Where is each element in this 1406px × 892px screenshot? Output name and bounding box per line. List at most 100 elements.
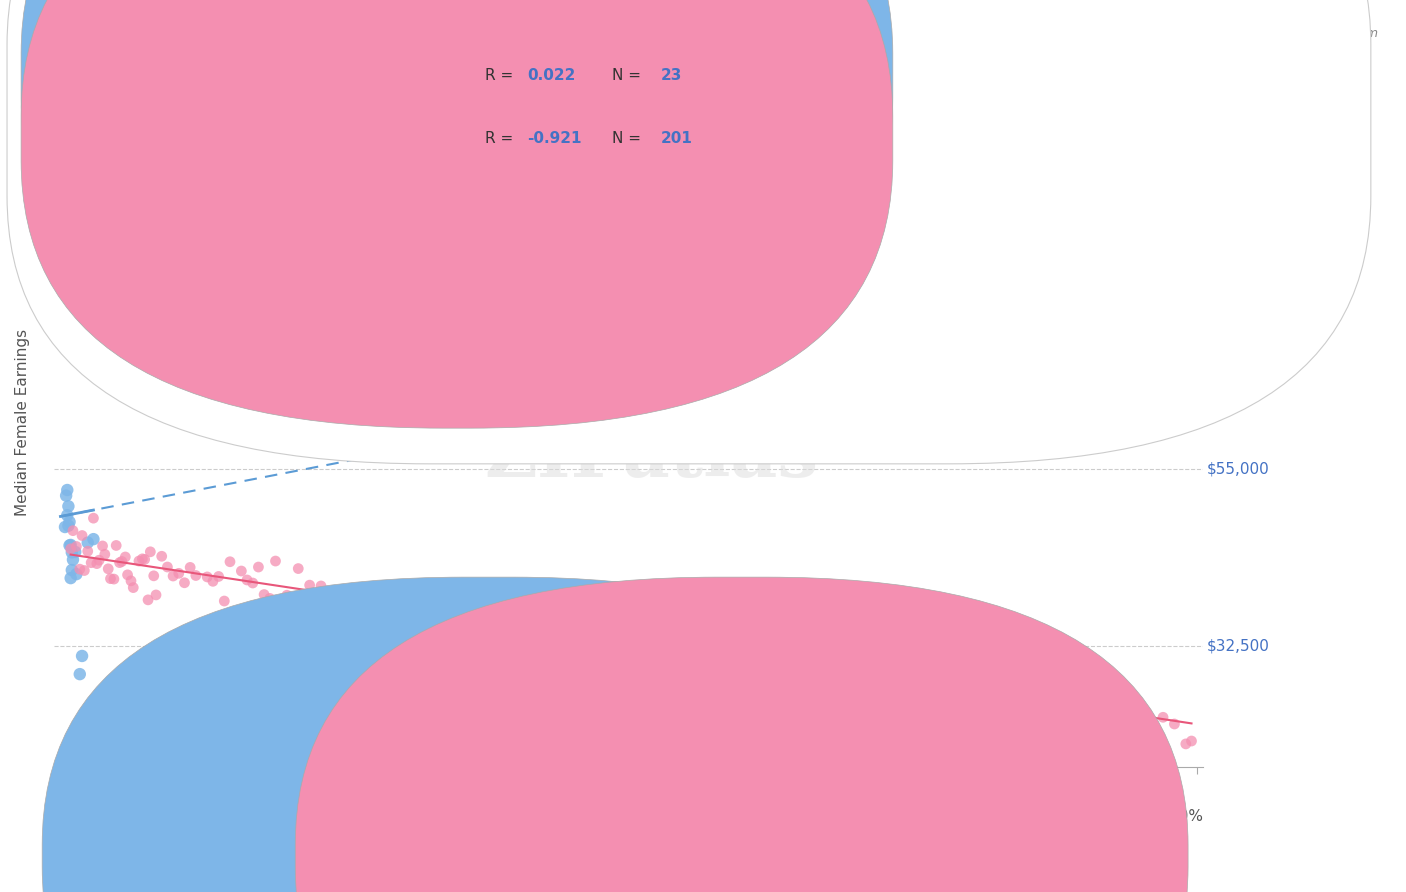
Point [76,544,98,558]
Point [651,605,673,619]
Point [845,667,868,681]
Point [264,554,287,568]
Point [56,508,79,523]
Point [231,564,253,578]
Point [901,665,924,679]
Point [105,539,128,553]
Point [401,613,423,627]
Point [73,564,96,578]
Point [959,668,981,682]
Point [156,560,179,574]
Text: Hispanics or Latinos: Hispanics or Latinos [787,849,941,863]
Point [89,553,111,567]
Point [1026,704,1049,718]
Point [117,567,139,582]
Point [60,545,83,559]
Point [492,627,515,641]
Point [742,653,765,667]
Point [103,572,125,586]
Point [53,520,76,534]
Point [70,648,93,663]
Point [970,692,993,706]
Point [537,624,560,638]
Point [207,569,229,583]
Text: 23: 23 [661,69,682,83]
Point [131,552,153,566]
Point [470,594,492,608]
Point [219,555,242,569]
Point [526,628,548,642]
Point [458,605,481,619]
Point [80,556,103,570]
Point [1060,716,1083,731]
Point [321,599,343,614]
Point [108,556,131,570]
Text: $100,000: $100,000 [1206,109,1278,124]
Text: N =: N = [612,69,645,83]
Point [890,681,912,695]
Point [59,571,82,585]
Text: $32,500: $32,500 [1206,639,1270,653]
Point [1095,696,1118,710]
Point [754,639,776,653]
Point [731,606,754,620]
Point [481,599,503,614]
Point [62,552,84,566]
Point [60,563,83,577]
Point [97,562,120,576]
Point [446,609,468,624]
Point [1129,707,1152,722]
Text: 0.0%: 0.0% [53,809,93,823]
Point [412,601,434,615]
Point [333,587,356,601]
Point [912,688,935,702]
Point [673,632,696,646]
Point [367,591,389,606]
Point [993,691,1015,706]
Point [162,569,184,583]
Point [344,627,367,641]
Point [606,639,628,653]
Point [76,535,98,549]
Point [583,628,606,642]
Point [65,545,87,559]
Text: R =: R = [485,69,519,83]
Point [111,554,134,568]
Point [1152,710,1174,724]
Point [720,649,742,664]
Point [51,227,73,242]
Point [82,511,104,525]
Point [628,637,651,651]
Point [128,554,150,568]
Point [423,600,446,615]
Point [1180,734,1202,748]
Y-axis label: Median Female Earnings: Median Female Earnings [15,329,30,516]
Point [142,569,165,583]
Point [195,570,218,584]
Text: N =: N = [612,131,645,145]
Point [58,500,80,514]
Text: ZIPatlas: ZIPatlas [484,421,818,492]
Point [799,649,821,664]
Point [114,549,136,564]
Point [1049,674,1071,689]
Point [1015,673,1038,687]
Point [1084,694,1107,708]
Point [173,575,195,590]
Point [120,574,142,588]
Point [823,669,845,683]
Point [981,672,1004,686]
Point [810,633,832,648]
Point [787,637,810,651]
Point [879,670,901,684]
Point [49,221,72,235]
Point [548,600,571,615]
Point [1163,717,1185,731]
Point [134,552,156,566]
Point [214,594,236,608]
Point [139,545,162,559]
Point [709,643,731,657]
Point [617,629,640,643]
Text: Source: ZipAtlas.com: Source: ZipAtlas.com [1244,27,1378,40]
Point [58,518,80,533]
